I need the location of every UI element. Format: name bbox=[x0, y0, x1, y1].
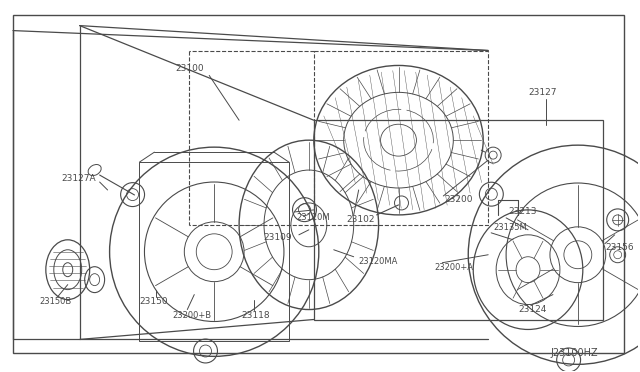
Text: 23109: 23109 bbox=[263, 233, 292, 242]
Text: 23150B: 23150B bbox=[40, 297, 72, 306]
Text: 23118: 23118 bbox=[241, 311, 269, 320]
Text: 23102: 23102 bbox=[347, 215, 375, 224]
Text: 23213: 23213 bbox=[508, 208, 536, 217]
Text: 23127A: 23127A bbox=[62, 173, 97, 183]
Bar bbox=[140, 162, 289, 341]
Bar bbox=[314, 51, 488, 225]
Text: 23120MA: 23120MA bbox=[358, 257, 398, 266]
Text: 23100: 23100 bbox=[175, 64, 204, 73]
Text: 23200+A: 23200+A bbox=[435, 263, 474, 272]
Text: 23200+B: 23200+B bbox=[172, 311, 211, 320]
Text: 23135M: 23135M bbox=[493, 223, 527, 232]
Text: 23120M: 23120M bbox=[297, 214, 330, 222]
Bar bbox=[314, 120, 603, 320]
Text: 23156: 23156 bbox=[605, 243, 634, 252]
Text: 23124: 23124 bbox=[518, 305, 547, 314]
Text: 23127: 23127 bbox=[528, 88, 557, 97]
Text: 23150: 23150 bbox=[140, 297, 168, 306]
Text: J23100HZ: J23100HZ bbox=[550, 348, 598, 358]
Text: 23200: 23200 bbox=[444, 195, 473, 205]
